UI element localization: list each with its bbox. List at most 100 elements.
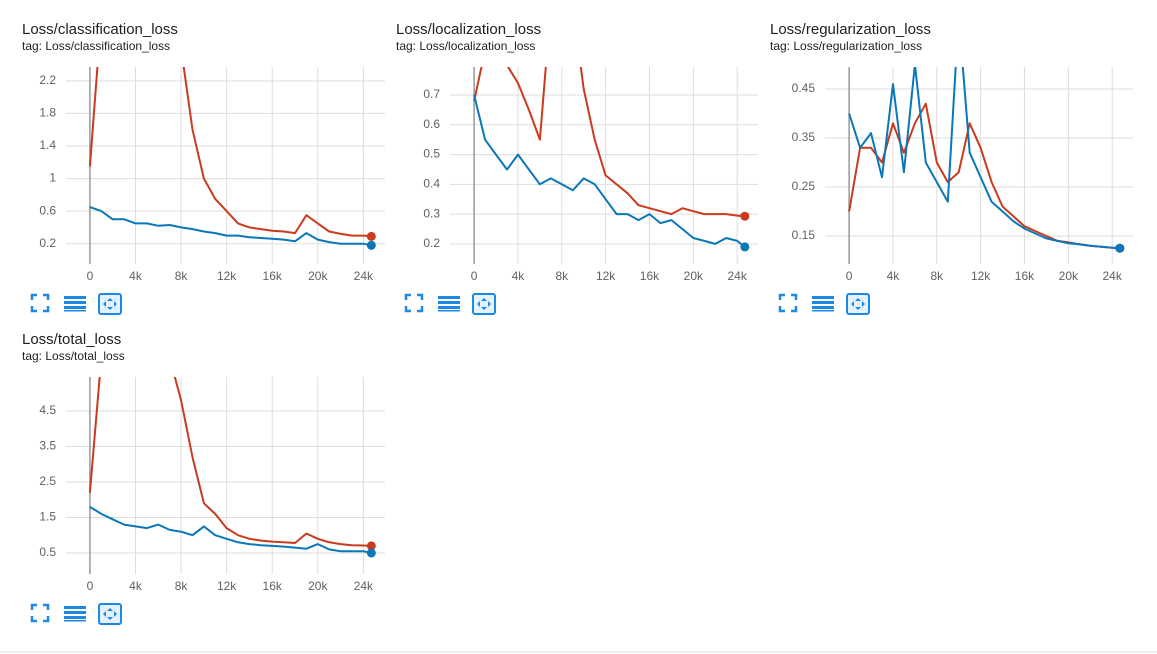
- fullscreen-button[interactable]: [30, 603, 50, 623]
- y-tick-label: 0.7: [423, 87, 440, 101]
- icon-arrow: [481, 307, 487, 310]
- icon-stroke: [43, 306, 50, 313]
- end-point: [740, 211, 750, 221]
- icon-arrow: [107, 617, 113, 620]
- icon-bar: [812, 296, 834, 299]
- icon-stroke: [30, 306, 37, 313]
- x-tick-label: 4k: [887, 269, 901, 283]
- x-tick-label: 24k: [354, 269, 374, 283]
- icon-stroke: [30, 616, 37, 623]
- icon-stroke: [791, 306, 798, 313]
- fullscreen-button[interactable]: [404, 293, 424, 313]
- icon-bar: [438, 306, 460, 309]
- icon-bar: [64, 616, 86, 619]
- series-line: [473, 94, 746, 248]
- icon-bar: [64, 296, 86, 299]
- y-tick-label: 0.15: [792, 228, 816, 242]
- y-tick-label: 0.45: [792, 81, 816, 95]
- x-tick-label: 20k: [308, 579, 328, 593]
- series-line: [473, 67, 745, 218]
- icon-box: [98, 603, 122, 625]
- icon-stroke: [404, 306, 411, 313]
- toggle-log-button[interactable]: [64, 296, 86, 312]
- y-tick-label: 1.8: [39, 106, 56, 120]
- icon-arrow: [481, 298, 487, 301]
- icon-stroke: [43, 616, 50, 623]
- fit-domain-button[interactable]: [98, 293, 122, 315]
- icon-stroke: [417, 306, 424, 313]
- toggle-log-button[interactable]: [812, 296, 834, 312]
- end-point: [1115, 243, 1125, 253]
- icon-arrow: [851, 301, 854, 307]
- y-tick-label: 1.5: [39, 510, 56, 524]
- y-tick-label: 3.5: [39, 439, 56, 453]
- fit-domain-button[interactable]: [846, 293, 870, 315]
- x-tick-label: 12k: [217, 269, 237, 283]
- fit-domain-button[interactable]: [472, 293, 496, 315]
- chart-subtitle: tag: Loss/classification_loss: [22, 39, 170, 53]
- x-tick-label: 24k: [727, 269, 747, 283]
- plot-area: [473, 67, 746, 248]
- series-line: [88, 377, 372, 547]
- y-tick-label: 0.35: [792, 130, 816, 144]
- icon-bar: [812, 310, 834, 312]
- icon-box: [472, 293, 496, 315]
- y-tick-label: 2.5: [39, 474, 56, 488]
- y-tick-label: 1: [49, 171, 56, 185]
- icon-bar: [812, 301, 834, 304]
- icon-bar: [438, 310, 460, 312]
- y-tick-label: 0.6: [423, 117, 440, 131]
- fullscreen-button[interactable]: [778, 293, 798, 313]
- icon-bar: [438, 296, 460, 299]
- icon-stroke: [30, 293, 37, 300]
- icon-stroke: [43, 603, 50, 610]
- icon-arrow: [862, 301, 865, 307]
- end-point: [366, 541, 376, 551]
- icon-bar: [812, 306, 834, 309]
- y-tick-label: 0.25: [792, 179, 816, 193]
- end-point: [740, 242, 750, 252]
- fullscreen-button[interactable]: [30, 293, 50, 313]
- icon-arrow: [103, 611, 106, 617]
- icon-arrow: [107, 608, 113, 611]
- chart-subtitle: tag: Loss/total_loss: [22, 349, 125, 363]
- series-line: [88, 67, 372, 238]
- icon-stroke: [417, 293, 424, 300]
- y-tick-label: 4.5: [39, 403, 56, 417]
- x-tick-label: 4k: [129, 269, 143, 283]
- chart-subtitle: tag: Loss/regularization_loss: [770, 39, 922, 53]
- x-tick-label: 12k: [971, 269, 991, 283]
- icon-bar: [64, 611, 86, 614]
- series-line: [848, 102, 1120, 250]
- x-tick-label: 0: [846, 269, 853, 283]
- icon-stroke: [778, 306, 785, 313]
- x-tick-label: 12k: [596, 269, 616, 283]
- x-tick-label: 8k: [175, 579, 189, 593]
- icon-bar: [64, 301, 86, 304]
- y-tick-label: 0.6: [39, 203, 56, 217]
- y-tick-label: 0.4: [423, 177, 440, 191]
- chart-title: Loss/localization_loss: [396, 21, 541, 38]
- icon-arrow: [855, 307, 861, 310]
- icon-stroke: [30, 603, 37, 610]
- toggle-log-button[interactable]: [64, 606, 86, 622]
- series-line: [848, 67, 1120, 250]
- toggle-log-button[interactable]: [438, 296, 460, 312]
- icon-bar: [64, 310, 86, 312]
- icon-arrow: [855, 298, 861, 301]
- x-tick-label: 4k: [129, 579, 143, 593]
- fit-domain-button[interactable]: [98, 603, 122, 625]
- chart-title: Loss/classification_loss: [22, 21, 178, 38]
- end-point: [366, 240, 376, 250]
- icon-box: [98, 293, 122, 315]
- x-tick-label: 24k: [1102, 269, 1122, 283]
- chart-title: Loss/regularization_loss: [770, 21, 931, 38]
- y-tick-label: 0.5: [39, 545, 56, 559]
- plot-area: [88, 67, 372, 247]
- icon-stroke: [778, 293, 785, 300]
- x-tick-label: 0: [87, 579, 94, 593]
- icon-bar: [438, 301, 460, 304]
- icon-arrow: [107, 307, 113, 310]
- y-tick-label: 0.2: [39, 236, 56, 250]
